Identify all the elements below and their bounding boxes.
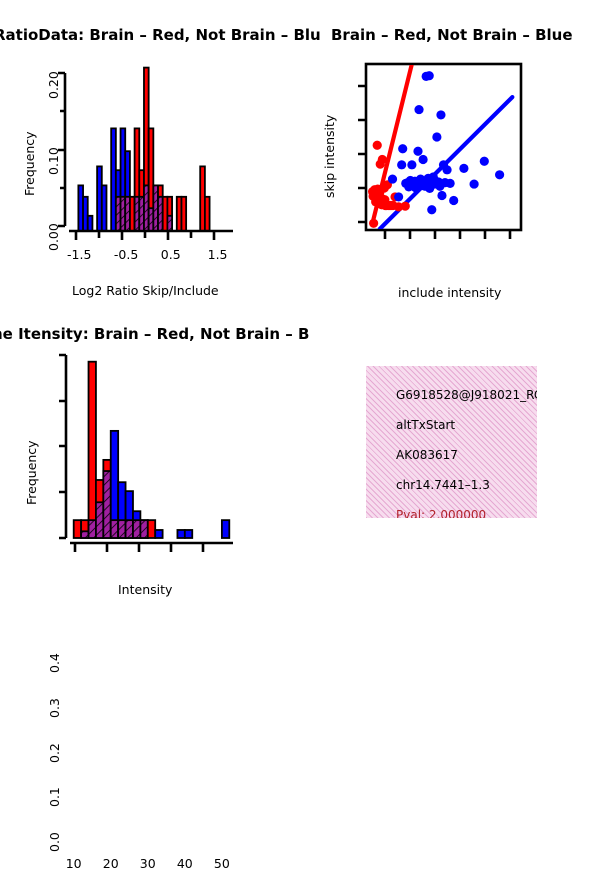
histogram-bar-overlap bbox=[102, 470, 112, 539]
tick-label: 0.4 bbox=[47, 653, 62, 674]
info-line-pvalue: Pval: 2.000000 bbox=[396, 508, 487, 518]
panel-ratio-histogram: RatioData: Brain – Red, Not Brain – Blu … bbox=[0, 0, 321, 300]
panel-info: G6918528@J918021_RC altTxStart AK083617 chr… bbox=[366, 366, 537, 518]
info-line-accession: AK083617 bbox=[396, 448, 458, 462]
tick-label: 0.10 bbox=[46, 147, 61, 175]
tick-label: -1.5 bbox=[67, 247, 92, 262]
scatter-point bbox=[479, 156, 489, 166]
intensity-histogram-bars bbox=[72, 360, 231, 539]
scatter-point bbox=[400, 201, 410, 211]
scatter-point bbox=[413, 146, 423, 156]
info-panel-background bbox=[366, 366, 537, 518]
intensity-histogram-axes bbox=[59, 353, 233, 552]
scatter-point bbox=[459, 163, 469, 173]
histogram-bar bbox=[203, 195, 211, 232]
scatter-point bbox=[372, 140, 382, 150]
histogram-bar bbox=[146, 519, 157, 539]
histogram-bar-overlap bbox=[87, 519, 97, 539]
tick-label: 0.2 bbox=[47, 742, 62, 763]
scatter-point bbox=[414, 104, 424, 115]
scatter-title: Brain – Red, Not Brain – Blue bbox=[331, 26, 573, 44]
scatter-point bbox=[387, 174, 398, 184]
scatter-axis-ticks bbox=[358, 84, 512, 239]
histogram-bar bbox=[176, 529, 186, 539]
scatter-point bbox=[405, 175, 415, 186]
histogram-bar bbox=[87, 360, 97, 539]
histogram-bar bbox=[72, 519, 83, 539]
ratio-histogram-xlabel: Log2 Ratio Skip/Include bbox=[72, 283, 219, 298]
tick-label: -0.5 bbox=[113, 247, 139, 262]
tick-label: 20 bbox=[102, 856, 119, 871]
histogram-bar-overlap bbox=[95, 501, 105, 539]
histogram-bar-overlap bbox=[117, 519, 127, 539]
ratio-histogram-title: RatioData: Brain – Red, Not Brain – Blu bbox=[0, 26, 321, 44]
histogram-bar bbox=[183, 529, 194, 539]
info-line-locus: chr14.7441–1.3 bbox=[396, 478, 490, 492]
histogram-bar-overlap bbox=[109, 519, 120, 539]
ratio-histogram-axes bbox=[58, 71, 233, 240]
histogram-bar bbox=[100, 184, 108, 232]
intensity-histogram-title: ne Itensity: Brain – Red, Not Brain – B bbox=[0, 325, 310, 343]
histogram-bar-overlap bbox=[139, 519, 149, 539]
scatter-point bbox=[394, 192, 404, 202]
histogram-bar bbox=[154, 529, 164, 539]
scatter-point bbox=[424, 71, 434, 81]
scatter-point bbox=[495, 170, 505, 180]
scatter-point bbox=[437, 190, 447, 201]
panel-scatter: Brain – Red, Not Brain – Blue skip inten… bbox=[300, 0, 600, 300]
scatter-xlabel: include intensity bbox=[398, 285, 502, 300]
info-panel-hatch bbox=[366, 366, 537, 518]
scatter-point bbox=[442, 165, 452, 175]
scatter-point bbox=[418, 154, 428, 165]
histogram-bar bbox=[86, 214, 94, 232]
scatter-points bbox=[368, 71, 505, 228]
ratio-histogram-plot bbox=[58, 66, 233, 240]
intensity-histogram-xlabel: Intensity bbox=[118, 582, 173, 597]
ratio-histogram-bars bbox=[77, 66, 211, 232]
tick-label: 0.20 bbox=[46, 71, 61, 99]
info-line-event-type: altTxStart bbox=[396, 418, 456, 432]
tick-label: 40 bbox=[176, 856, 193, 871]
scatter-point bbox=[407, 160, 417, 170]
scatter-point bbox=[369, 218, 379, 228]
scatter-plot bbox=[358, 62, 523, 239]
tick-label: 1.5 bbox=[207, 247, 228, 262]
tick-label: 10 bbox=[65, 856, 82, 871]
scatter-point bbox=[377, 154, 387, 165]
tick-label: 0.0 bbox=[47, 832, 62, 852]
scatter-point bbox=[380, 195, 390, 205]
scatter-point bbox=[394, 202, 404, 212]
scatter-point bbox=[427, 205, 437, 215]
scatter-plot-frame bbox=[364, 62, 523, 232]
tick-label: 0.1 bbox=[47, 787, 62, 808]
scatter-point bbox=[410, 183, 421, 193]
histogram-bar-overlap bbox=[80, 530, 90, 539]
intensity-histogram-plot bbox=[59, 353, 233, 552]
panel-intensity-histogram: ne Itensity: Brain – Red, Not Brain – B … bbox=[0, 300, 309, 871]
scatter-point bbox=[436, 110, 446, 120]
tick-label: 50 bbox=[213, 856, 230, 871]
scatter-point bbox=[432, 132, 442, 142]
tick-label: 0.3 bbox=[47, 698, 62, 719]
tick-label: 0.5 bbox=[160, 247, 181, 262]
histogram-bar bbox=[180, 195, 188, 232]
histogram-bar-overlap bbox=[166, 214, 173, 232]
scatter-point bbox=[449, 195, 459, 206]
scatter-point bbox=[469, 179, 479, 189]
scatter-point bbox=[422, 175, 432, 185]
tick-label: 30 bbox=[139, 856, 156, 871]
tick-label: 0.00 bbox=[46, 223, 61, 251]
scatter-point bbox=[398, 144, 408, 154]
histogram-bar bbox=[220, 519, 231, 539]
scatter-point bbox=[445, 178, 455, 188]
info-line-probe-id: G6918528@J918021_RC bbox=[396, 388, 537, 402]
scatter-point bbox=[397, 160, 407, 170]
histogram-bar-overlap bbox=[124, 519, 134, 539]
histogram-bar-overlap bbox=[132, 519, 142, 539]
